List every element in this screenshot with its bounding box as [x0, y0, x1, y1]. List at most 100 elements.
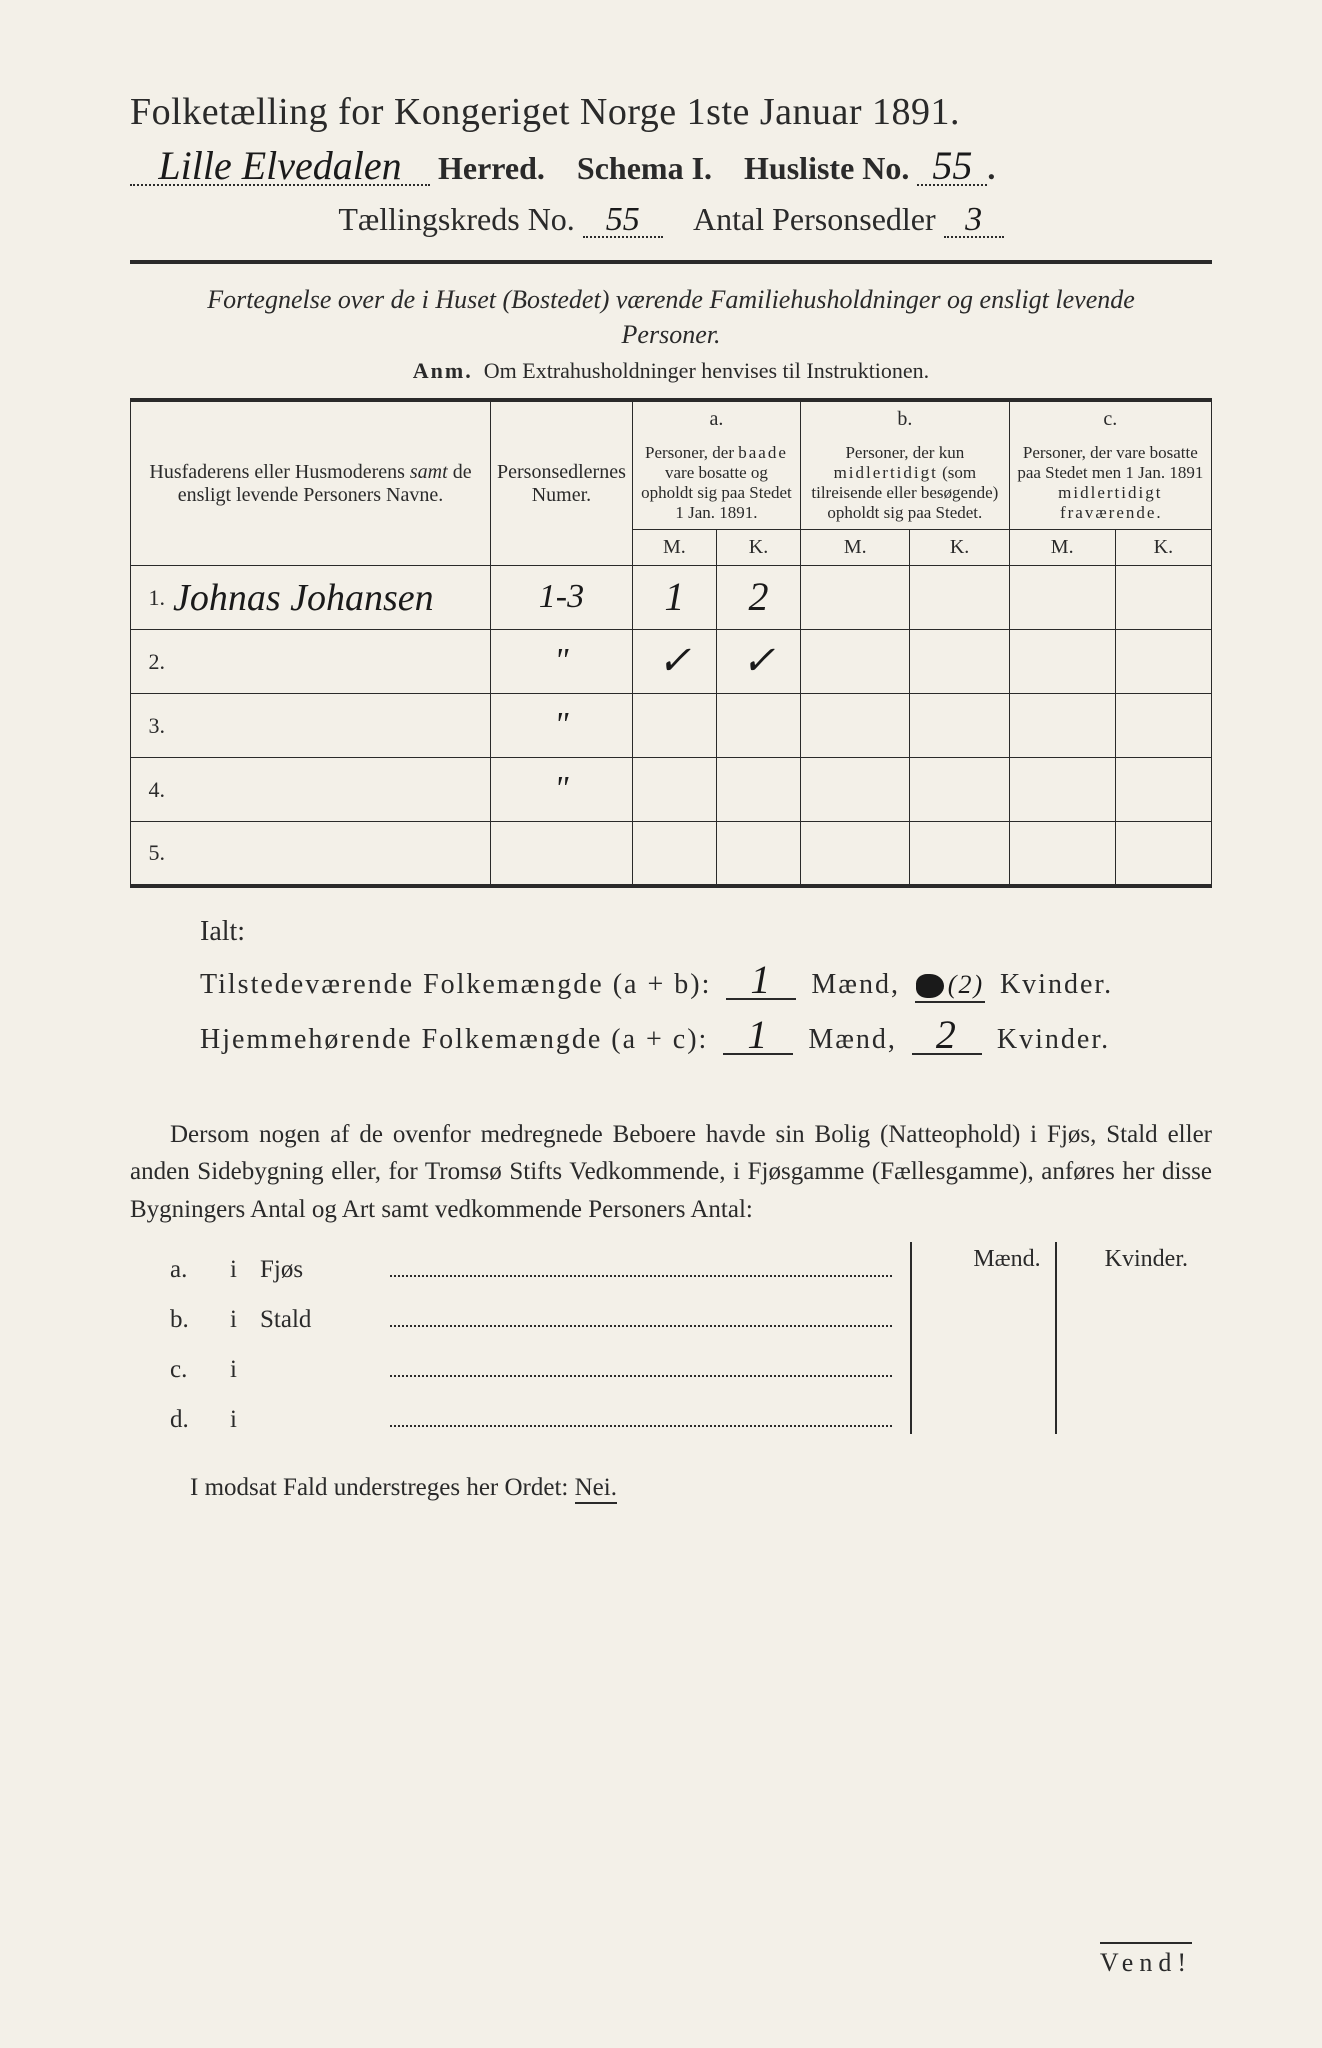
building-paragraph: Dersom nogen af de ovenfor medregnede Be… [130, 1116, 1212, 1229]
cell-a-k: ✓ [716, 630, 800, 694]
rule-1 [130, 260, 1212, 264]
present-line: Tilstedeværende Folkemængde (a + b): 1 M… [200, 962, 1212, 1003]
col-b-label: b. [801, 400, 1010, 437]
cell-num: 1-3 [491, 566, 633, 630]
col-a-k: K. [716, 530, 800, 566]
kvinder-label-2: Kvinder. [997, 1024, 1110, 1055]
ialt-label: Ialt: [200, 916, 1212, 948]
cell-a-k [716, 694, 800, 758]
ink-blot [916, 974, 944, 998]
cell-c-m [1009, 630, 1115, 694]
page-title: Folketælling for Kongeriget Norge 1ste J… [130, 90, 1212, 134]
table-row: 2."✓✓ [131, 630, 1212, 694]
herred-field: Lille Elvedalen [130, 148, 430, 186]
cell-c-k [1115, 758, 1211, 822]
col-b-header: Personer, der kun midlertidigt (som tilr… [801, 437, 1010, 530]
cell-a-m [632, 758, 716, 822]
anm-prefix: Anm. [413, 358, 473, 383]
cell-b-m [801, 822, 910, 886]
cell-name: 4. [131, 758, 491, 822]
herred-label: Herred. [438, 150, 545, 186]
present-label: Tilstedeværende Folkemængde (a + b): [200, 969, 711, 1000]
cell-name: 2. [131, 630, 491, 694]
cell-c-k [1115, 694, 1211, 758]
cell-c-m [1009, 822, 1115, 886]
col-header-num: Personsedlernes Numer. [491, 400, 633, 566]
table-row: 4." [131, 758, 1212, 822]
anm-line: Anm. Om Extrahusholdninger henvises til … [130, 358, 1212, 384]
cell-c-k [1115, 630, 1211, 694]
cell-num: " [491, 630, 633, 694]
present-k-wrap: (2) [915, 969, 985, 1003]
table-row: 3." [131, 694, 1212, 758]
col-a-label: a. [632, 400, 800, 437]
cell-c-m [1009, 694, 1115, 758]
header-line-herred: Lille Elvedalen Herred. Schema I. Huslis… [130, 148, 1212, 187]
col-c-label: c. [1009, 400, 1211, 437]
vline-2 [1055, 1242, 1057, 1434]
cell-b-k [910, 822, 1009, 886]
totals-block: Ialt: Tilstedeværende Folkemængde (a + b… [200, 916, 1212, 1056]
cell-a-m: 1 [632, 566, 716, 630]
building-block: Mænd. Kvinder. a.iFjøsb.iStaldc.id.i [130, 1252, 1212, 1434]
husliste-no-field: 55 [917, 148, 987, 186]
cell-a-k: 2 [716, 566, 800, 630]
home-m: 1 [723, 1017, 793, 1055]
cell-name: 3. [131, 694, 491, 758]
cell-c-k [1115, 822, 1211, 886]
col-b-m: M. [801, 530, 910, 566]
cell-a-m [632, 694, 716, 758]
maend-label-2: Mænd, [808, 1024, 897, 1055]
cell-c-m [1009, 758, 1115, 822]
cell-a-k [716, 758, 800, 822]
census-form-page: Folketælling for Kongeriget Norge 1ste J… [0, 0, 1322, 2048]
intro-text: Fortegnelse over de i Huset (Bostedet) v… [170, 282, 1172, 352]
cell-b-k [910, 758, 1009, 822]
present-m: 1 [726, 962, 796, 1000]
cell-num [491, 822, 633, 886]
bld-maend-label: Mænd. [961, 1246, 1052, 1273]
table-row: 1.Johnas Johansen1-312 [131, 566, 1212, 630]
cell-num: " [491, 758, 633, 822]
building-rows: a.iFjøsb.iStaldc.id.i [130, 1252, 1212, 1434]
cell-a-k [716, 822, 800, 886]
kreds-label: Tællingskreds No. [338, 201, 574, 237]
schema-label: Schema I. [577, 150, 712, 186]
nei-line: I modsat Fald understreges her Ordet: Ne… [130, 1474, 1212, 1502]
cell-b-m [801, 566, 910, 630]
col-c-header: Personer, der vare bosatte paa Stedet me… [1009, 437, 1211, 530]
anm-text: Om Extrahusholdninger henvises til Instr… [484, 358, 929, 383]
sedler-no-field: 3 [944, 205, 1004, 238]
present-k: (2) [948, 970, 984, 999]
husliste-label: Husliste No. [744, 150, 909, 186]
cell-b-k [910, 630, 1009, 694]
cell-b-k [910, 566, 1009, 630]
bld-kvinder-label: Kvinder. [1093, 1246, 1200, 1273]
nei-text: I modsat Fald understreges her Ordet: [190, 1474, 568, 1501]
col-header-name: Husfaderens eller Husmoderens samt de en… [131, 400, 491, 566]
sedler-label: Antal Personsedler [693, 201, 936, 237]
cell-c-k [1115, 566, 1211, 630]
cell-b-m [801, 758, 910, 822]
table-body: 1.Johnas Johansen1-3122."✓✓3."4."5. [131, 566, 1212, 886]
cell-b-m [801, 630, 910, 694]
building-mk-header: Mænd. Kvinder. [961, 1246, 1200, 1273]
table-row: 5. [131, 822, 1212, 886]
cell-c-m [1009, 566, 1115, 630]
col-a-m: M. [632, 530, 716, 566]
nei-word: Nei. [575, 1474, 617, 1504]
header-line-kreds: Tællingskreds No. 55 Antal Personsedler … [130, 201, 1212, 238]
cell-num: " [491, 694, 633, 758]
cell-b-m [801, 694, 910, 758]
title-text: Folketælling for Kongeriget Norge 1ste J… [130, 91, 960, 133]
home-k: 2 [912, 1017, 982, 1055]
col-c-m: M. [1009, 530, 1115, 566]
kreds-no-field: 55 [583, 205, 663, 238]
kvinder-label-1: Kvinder. [1000, 969, 1113, 1000]
cell-a-m: ✓ [632, 630, 716, 694]
cell-name: 5. [131, 822, 491, 886]
col-a-header: Personer, der baade vare bosatte og opho… [632, 437, 800, 530]
vline-1 [910, 1242, 912, 1434]
cell-b-k [910, 694, 1009, 758]
home-line: Hjemmehørende Folkemængde (a + c): 1 Mæn… [200, 1017, 1212, 1056]
